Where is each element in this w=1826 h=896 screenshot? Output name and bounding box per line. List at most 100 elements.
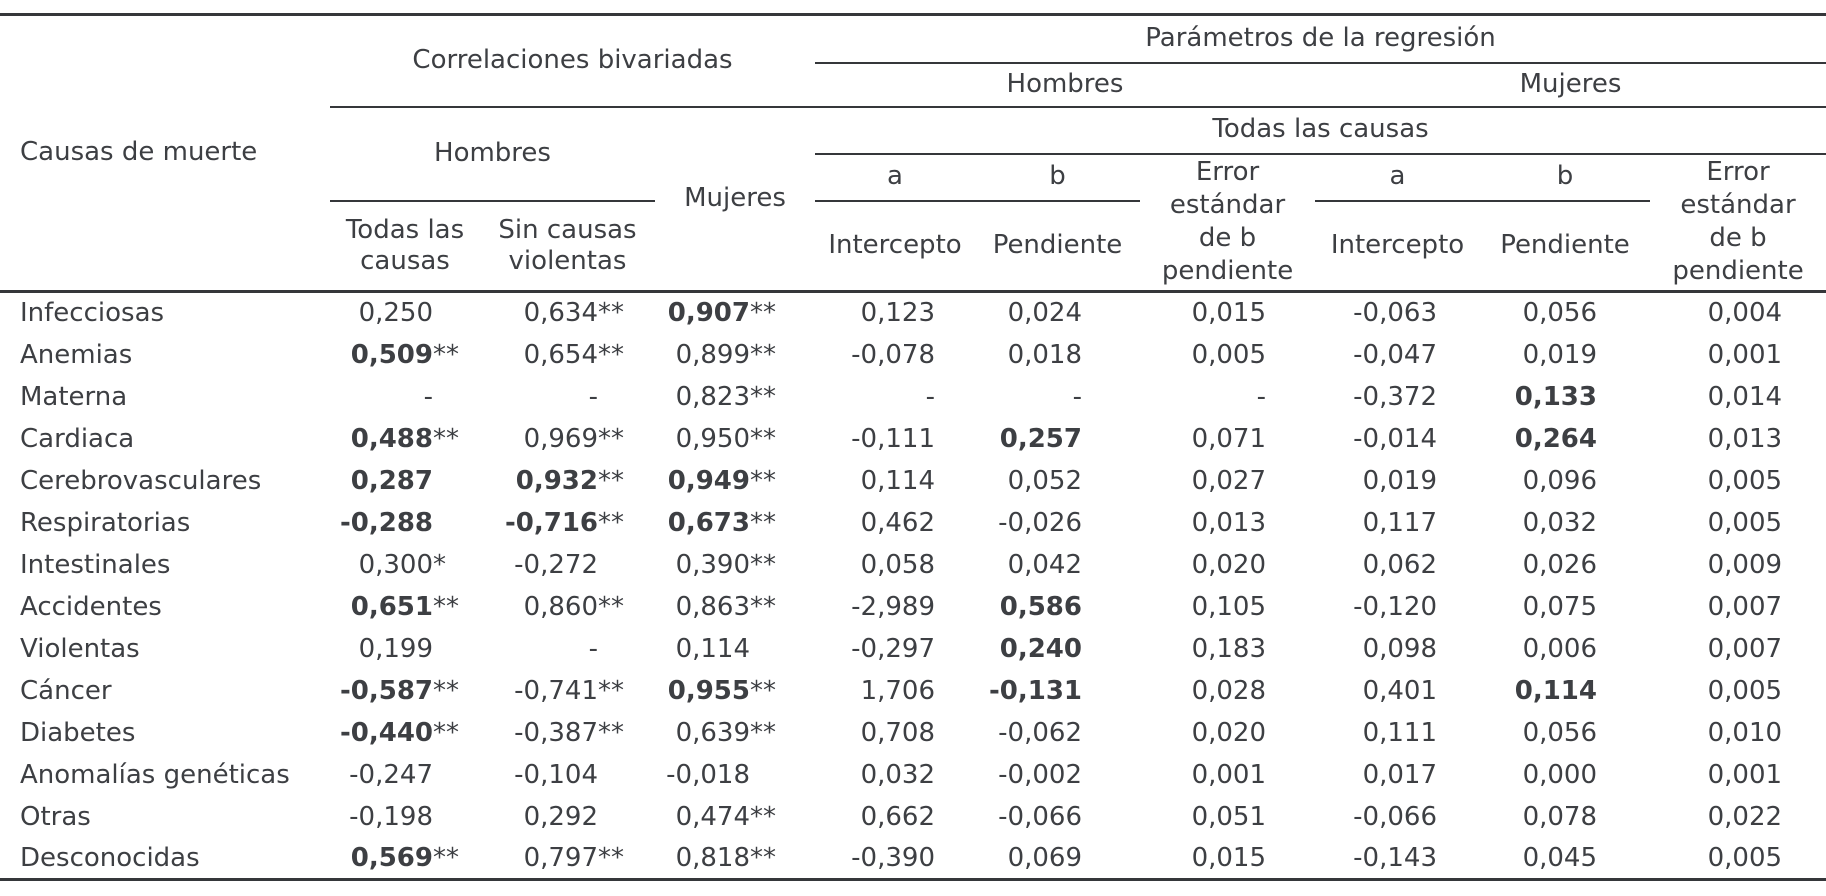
cell-reg-mujeres-intercepto: 0,062 (1315, 544, 1480, 586)
cell-corr-hombres-todas: 0,287 (330, 460, 480, 502)
cell-reg-mujeres-pendiente: 0,000 (1480, 754, 1650, 796)
cell-value: 0,390 (675, 549, 750, 580)
cell-reg-hombres-pendiente: -0,026 (975, 502, 1140, 544)
header-row-1: Causas de muerte Correlaciones bivariada… (0, 14, 1826, 293)
cell-reg-hombres-error: 0,183 (1140, 628, 1315, 670)
cell-reg-hombres-error: 0,001 (1140, 754, 1315, 796)
table-row: Anomalías genéticas -0,247 -0,104 -0,018 0,0… (0, 754, 1826, 796)
cell-value: 0,183 (1191, 633, 1266, 664)
cell-value: 0,818 (675, 842, 750, 873)
significance-marker: ** (433, 717, 459, 748)
cell-reg-mujeres-error: 0,022 (1650, 796, 1826, 838)
significance-marker: ** (598, 465, 624, 496)
cell-value: 0,462 (860, 507, 935, 538)
cell-reg-hombres-pendiente: -0,062 (975, 712, 1140, 754)
cell-reg-hombres-pendiente: 0,042 (975, 544, 1140, 586)
cell-value: 0,075 (1522, 591, 1597, 622)
cell-reg-hombres-error: 0,071 (1140, 418, 1315, 460)
cell-value: -0,143 (1353, 842, 1437, 873)
cell-corr-hombres-todas: - (330, 376, 480, 418)
table-row: Cerebrovasculares 0,287 0,932** 0,949** 0,11… (0, 460, 1826, 502)
cell-value: 0,474 (675, 801, 750, 832)
cell-value: 0,401 (1362, 675, 1437, 706)
row-label: Desconocidas (20, 842, 200, 873)
row-label: Accidentes (20, 591, 162, 622)
cell-value: 0,014 (1707, 381, 1783, 412)
header-row-3: Hombres Mujeres Todas las causas (0, 106, 1826, 293)
group-header-regresion-mujeres: Mujeres (1315, 62, 1826, 108)
cell-reg-mujeres-error: 0,005 (1650, 460, 1826, 502)
cell-corr-hombres-sin-violentas: -0,716** (480, 502, 655, 544)
cell-reg-mujeres-error: 0,004 (1650, 292, 1826, 334)
cell-value: -0,104 (514, 759, 598, 790)
cell-reg-mujeres-error: 0,009 (1650, 544, 1826, 586)
cell-value: 0,010 (1707, 717, 1783, 748)
cell-value: 0,096 (1522, 465, 1597, 496)
cell-value: 0,955 (667, 675, 750, 706)
cell-reg-hombres-pendiente: 0,240 (975, 628, 1140, 670)
row-label: Infecciosas (20, 298, 165, 329)
cell-value: 0,013 (1707, 423, 1783, 454)
cell-value: 0,020 (1191, 717, 1266, 748)
cell-value: - (423, 381, 433, 412)
cell-value: 0,257 (999, 423, 1082, 454)
cell-value: 0,020 (1191, 549, 1266, 580)
column-header-a-hombres: a (815, 153, 975, 202)
cell-value: 0,863 (675, 591, 750, 622)
row-label: Otras (20, 801, 91, 832)
table-row: Accidentes 0,651** 0,860** 0,863 ** -2,989 0,5… (0, 586, 1826, 628)
cell-value: -0,440 (339, 717, 433, 748)
row-label: Violentas (20, 633, 140, 664)
cell-value: 0,004 (1707, 298, 1783, 329)
cell-value: 0,899 (675, 339, 750, 370)
cell-corr-hombres-sin-violentas: 0,860** (480, 586, 655, 628)
header-row-2: Hombres Mujeres (0, 62, 1826, 108)
cell-value: -0,062 (998, 717, 1082, 748)
cell-corr-mujeres: 0,907** (655, 292, 815, 334)
cell-value: 0,005 (1707, 465, 1783, 496)
cell-value: 0,019 (1362, 465, 1437, 496)
cell-reg-hombres-intercepto: -2,989 (815, 586, 975, 628)
significance-marker: ** (433, 339, 459, 370)
cell-reg-mujeres-error: 0,007 (1650, 586, 1826, 628)
cell-reg-mujeres-error: 0,001 (1650, 754, 1826, 796)
significance-marker: ** (750, 423, 776, 454)
significance-marker: ** (750, 801, 776, 832)
cell-value: -0,716 (504, 507, 598, 538)
cell-value: -0,026 (998, 507, 1082, 538)
cell-value: 0,015 (1191, 298, 1266, 329)
cell-reg-hombres-pendiente: - (975, 376, 1140, 418)
significance-marker: ** (433, 675, 459, 706)
cell-value: -0,297 (851, 633, 935, 664)
significance-marker: ** (750, 339, 776, 370)
table-row: Respiratorias -0,288 -0,716** 0,673** 0,462-… (0, 502, 1826, 544)
cell-value: 0,042 (1007, 549, 1082, 580)
significance-marker: ** (433, 591, 459, 622)
cell-value: -0,063 (1353, 298, 1437, 329)
cell-value: 0,651 (350, 591, 433, 622)
cell-reg-hombres-error: - (1140, 376, 1315, 418)
significance-marker: ** (750, 507, 776, 538)
cell-value: 0,022 (1707, 801, 1783, 832)
cell-reg-mujeres-intercepto: 0,117 (1315, 502, 1480, 544)
cell-reg-hombres-intercepto: -0,297 (815, 628, 975, 670)
significance-marker: ** (750, 675, 776, 706)
cell-value: 0,586 (999, 591, 1082, 622)
cell-value: 1,706 (860, 675, 935, 706)
row-label: Anemias (20, 339, 133, 370)
column-header-a-mujeres: a (1315, 153, 1480, 202)
group-header-correlaciones-hombres: Hombres (330, 106, 655, 202)
cell-reg-mujeres-pendiente: 0,075 (1480, 586, 1650, 628)
group-header-todas-las-causas: Todas las causas (815, 106, 1826, 155)
cell-value: 0,018 (1007, 339, 1082, 370)
row-label: Cerebrovasculares (20, 465, 262, 496)
cell-value: 0,509 (350, 339, 433, 370)
cell-corr-hombres-todas: 0,651** (330, 586, 480, 628)
cell-corr-mujeres: 0,673** (655, 502, 815, 544)
cell-corr-hombres-todas: 0,199 (330, 628, 480, 670)
column-header-error-estandar-hombres: Error estándar de b pendiente (1140, 153, 1315, 293)
cell-corr-hombres-todas: 0,509** (330, 334, 480, 376)
cell-corr-hombres-todas: -0,288 (330, 502, 480, 544)
column-header-todas-las-causas: Todas las causas (330, 200, 480, 293)
cell-reg-mujeres-pendiente: 0,114 (1480, 670, 1650, 712)
